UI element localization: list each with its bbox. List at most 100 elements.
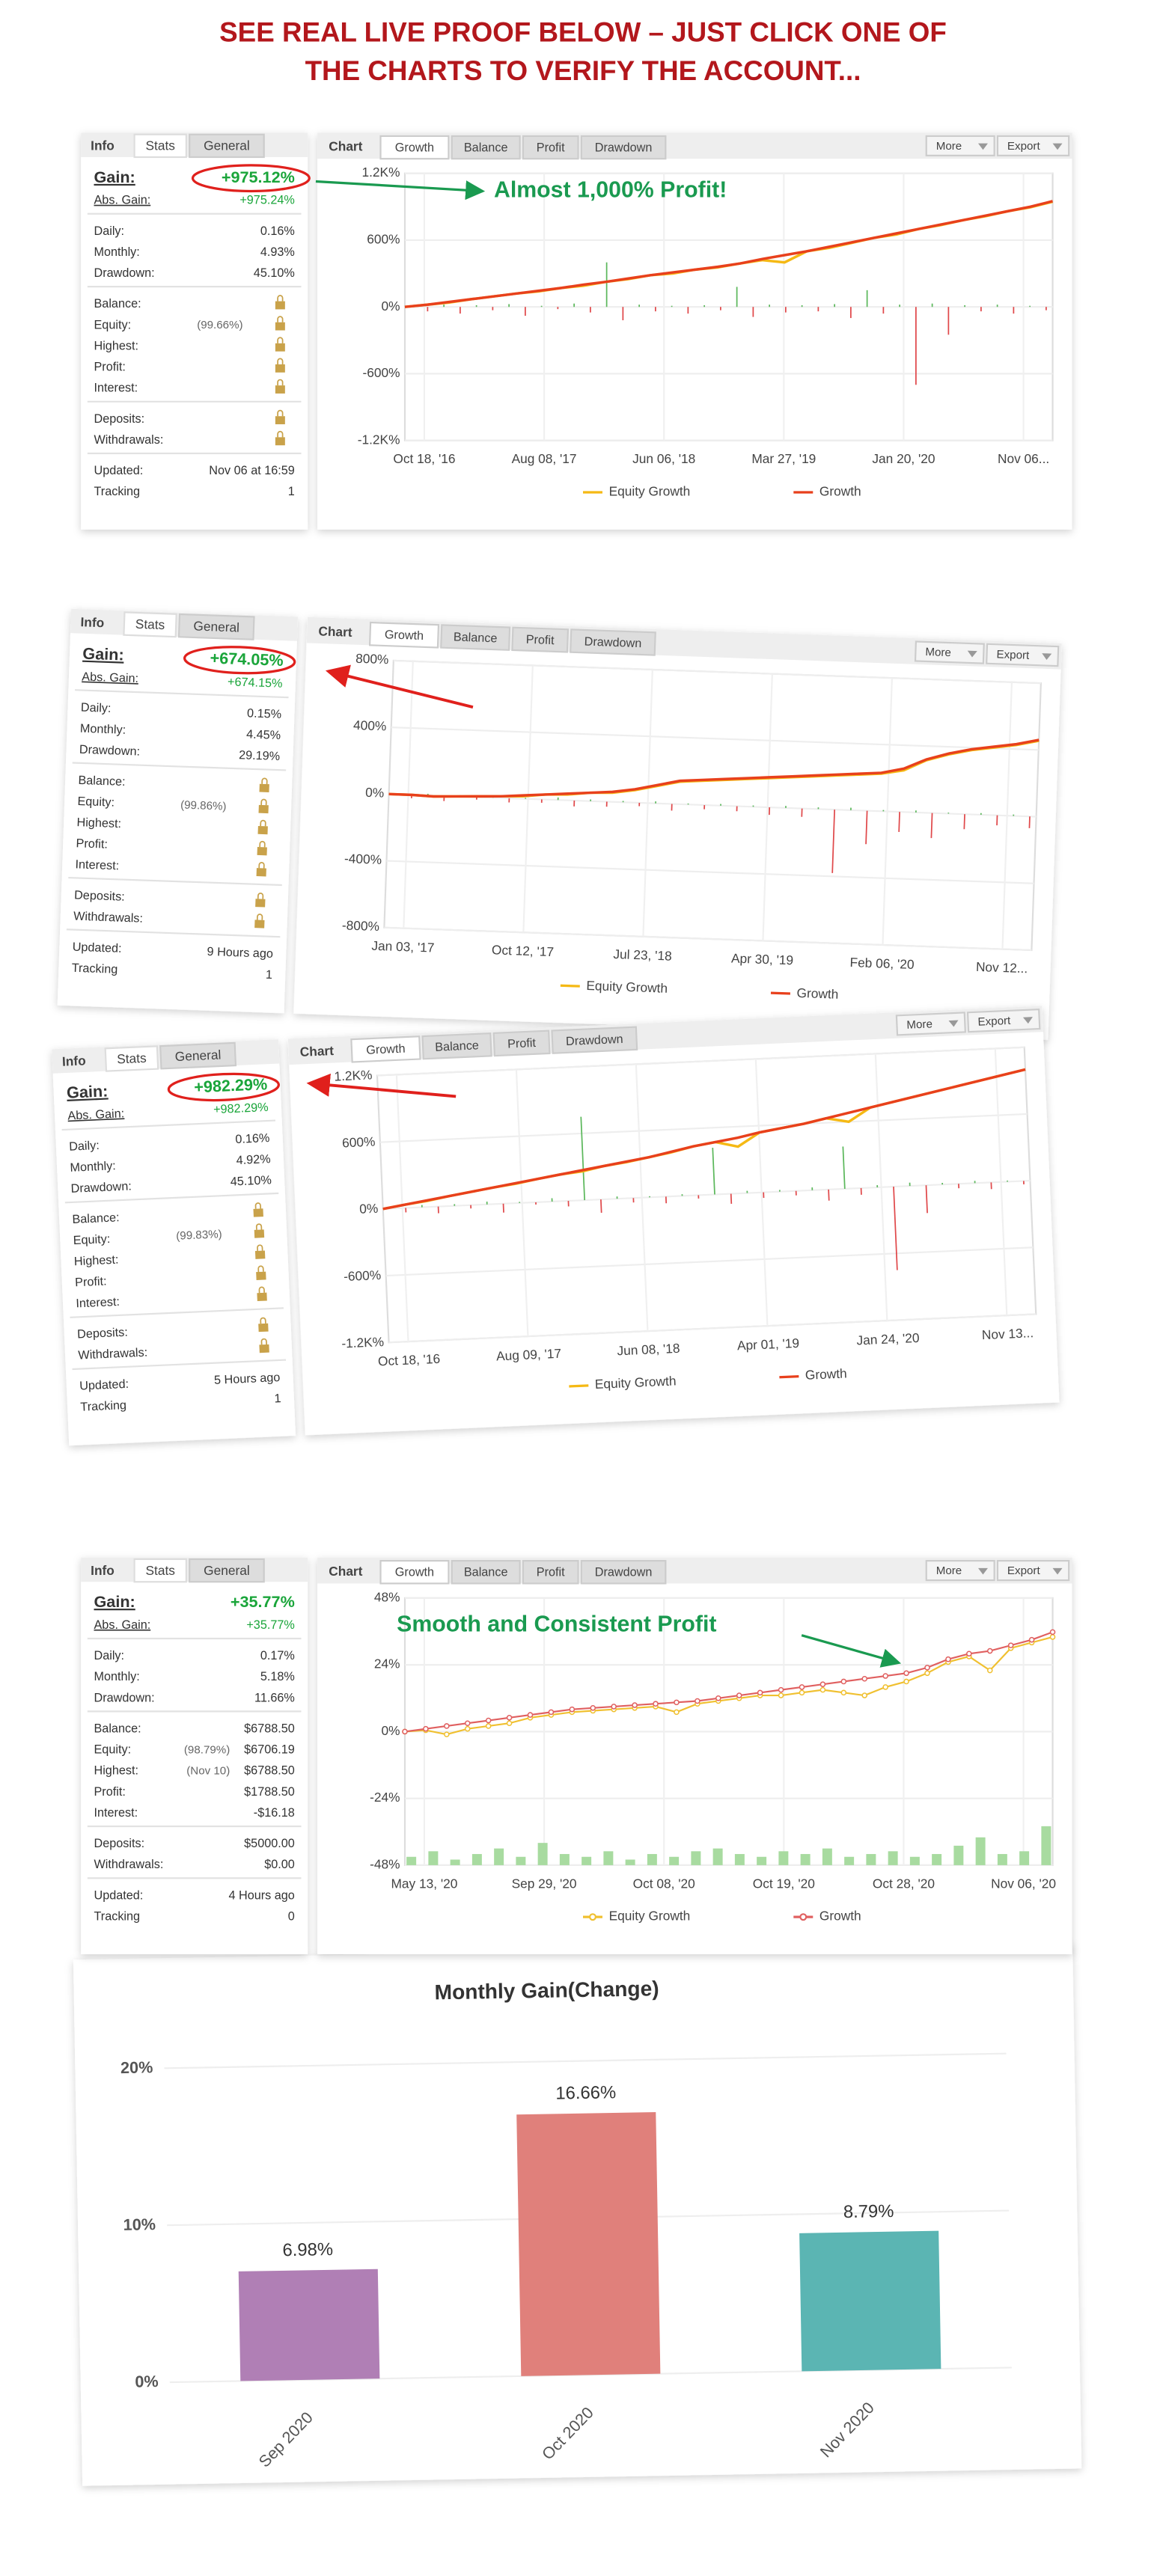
stat-label: Equity:	[77, 795, 115, 810]
stat-value: +674.15%	[228, 675, 283, 691]
point-marker	[402, 1728, 408, 1735]
x-tick-label: Jun 06, '18	[632, 451, 695, 466]
x-tick-label: Jul 23, '18	[613, 946, 672, 964]
tab[interactable]	[379, 135, 450, 160]
grid-line-vertical	[642, 669, 653, 937]
grid-line-vertical	[882, 678, 893, 946]
point-marker	[840, 1678, 847, 1685]
daily-bar	[893, 1187, 898, 1270]
grid-line	[385, 1246, 1034, 1277]
tab-label: Drawdown	[566, 1032, 623, 1048]
daily-bar	[831, 810, 836, 873]
stat-label: Deposits:	[74, 888, 125, 903]
y-tick-label: -600%	[362, 365, 400, 380]
tab[interactable]	[451, 1560, 521, 1585]
tab-label: Balance	[464, 1566, 508, 1579]
point-marker	[1007, 1642, 1014, 1648]
stats-panel	[81, 1557, 308, 1954]
grid-line	[164, 2052, 1007, 2069]
stat-value: 0.17%	[260, 1649, 295, 1662]
point-marker	[757, 1689, 763, 1696]
stat-label: Interest:	[94, 382, 138, 395]
y-tick-label: 48%	[374, 1589, 400, 1604]
legend-label: Growth	[796, 985, 838, 1002]
grid-line-vertical	[994, 1048, 1008, 1316]
annotation-arrow	[325, 664, 474, 709]
lock-icon	[260, 1338, 268, 1345]
button[interactable]	[986, 643, 1060, 667]
point-marker	[966, 1650, 972, 1657]
tab[interactable]	[522, 135, 579, 160]
button-label: Export	[977, 1015, 1011, 1029]
tab[interactable]	[451, 135, 521, 160]
y-tick-label: -400%	[344, 851, 382, 867]
tab-label: Chart	[318, 623, 352, 640]
tab-label: Profit	[507, 1036, 537, 1051]
stats-panel	[57, 608, 298, 1014]
tab[interactable]	[570, 628, 656, 656]
stat-value: +982.29%	[194, 1074, 268, 1096]
stat-value: 4 Hours ago	[228, 1888, 294, 1902]
tab-label: Balance	[464, 141, 508, 154]
point-marker	[632, 1702, 638, 1708]
tab[interactable]	[379, 1560, 450, 1585]
daily-bar	[471, 1854, 482, 1865]
tab-label: Drawdown	[595, 1566, 653, 1579]
x-tick-label: Oct 28, '20	[873, 1876, 935, 1891]
legend-swatch	[799, 1913, 808, 1921]
daily-bar	[580, 1116, 586, 1201]
daily-bar	[844, 1856, 855, 1865]
stat-value: 1	[288, 485, 295, 498]
tab	[189, 133, 265, 159]
tab[interactable]	[440, 624, 511, 651]
stat-label: Updated:	[79, 1377, 129, 1393]
stat-label: Updated:	[72, 940, 121, 955]
lock-icon	[255, 1223, 263, 1230]
stat-label: Highest:	[94, 339, 139, 352]
tab-label: Stats	[135, 617, 165, 632]
tab[interactable]	[551, 1026, 638, 1054]
tab[interactable]	[580, 135, 667, 160]
daily-bar	[712, 1148, 715, 1195]
button[interactable]	[914, 640, 985, 664]
y-tick-label: 0%	[359, 1201, 379, 1217]
stat-label: Tracking	[80, 1398, 126, 1414]
stat-value: 45.10%	[254, 266, 295, 280]
y-tick-label: -1.2K%	[358, 432, 400, 447]
stat-value: 0	[288, 1909, 295, 1923]
tab[interactable]	[368, 621, 440, 649]
stat-value: +35.77%	[246, 1618, 294, 1632]
lock-icon	[275, 343, 285, 352]
stat-label: Profit:	[94, 1785, 126, 1799]
tab[interactable]	[350, 1035, 421, 1063]
stat-value: 1	[266, 968, 273, 982]
stat-label: Withdrawals:	[73, 910, 143, 926]
button[interactable]	[966, 1008, 1041, 1033]
legend-label: Equity Growth	[586, 978, 668, 996]
stat-label: Daily:	[69, 1139, 100, 1154]
daily-bar	[603, 1851, 614, 1865]
lock-icon	[256, 914, 263, 920]
grid-line	[386, 860, 1034, 884]
point-marker	[485, 1723, 492, 1729]
tab-label: Profit	[537, 141, 565, 154]
tab[interactable]	[580, 1560, 667, 1585]
tab[interactable]	[492, 1030, 551, 1057]
stat-label: Monthly:	[80, 722, 126, 737]
y-tick-label: 10%	[123, 2215, 156, 2234]
separator	[72, 1359, 286, 1371]
stat-value: -$16.18	[254, 1806, 295, 1820]
point-marker	[736, 1692, 742, 1698]
lock-icon	[259, 840, 266, 848]
tab[interactable]	[511, 626, 570, 653]
point-marker	[653, 1701, 659, 1707]
x-tick-label: Oct 08, '20	[633, 1876, 695, 1891]
tab[interactable]	[421, 1032, 492, 1060]
tab	[177, 613, 255, 640]
button[interactable]	[895, 1012, 966, 1036]
stat-value: 1	[274, 1392, 281, 1405]
button[interactable]	[996, 135, 1070, 156]
grid-line	[391, 726, 1039, 751]
tab[interactable]	[522, 1560, 579, 1585]
